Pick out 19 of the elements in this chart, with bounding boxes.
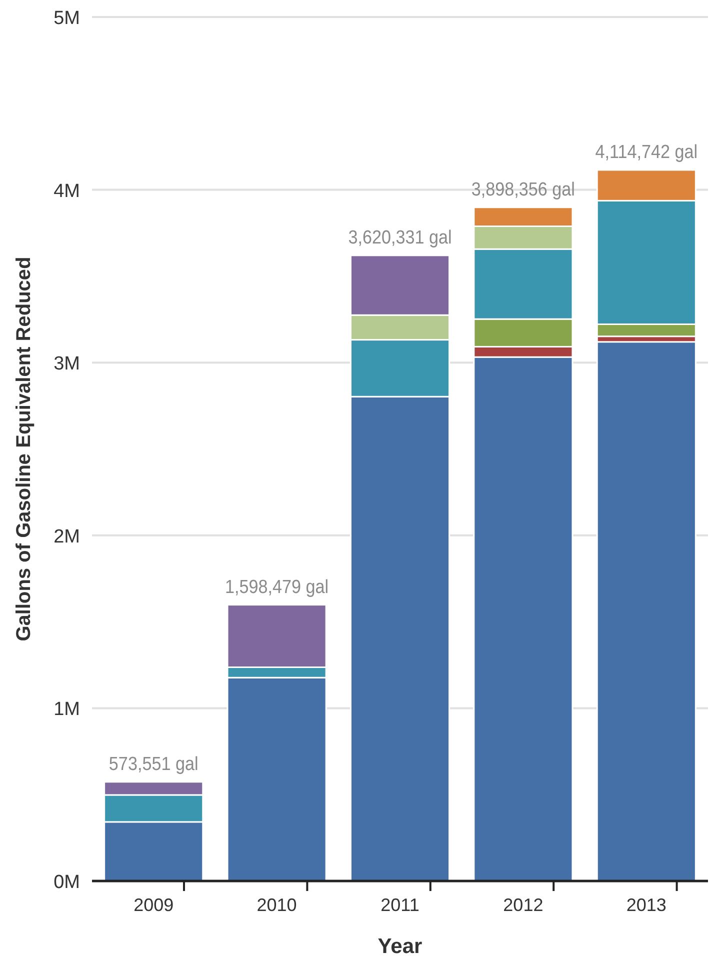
- y-tick-label: 5M: [54, 8, 80, 29]
- total-label: 1,598,479 gal: [225, 576, 329, 597]
- x-tick-label: 2011: [380, 895, 420, 915]
- x-tick-label: 2010: [256, 895, 297, 915]
- x-tick-label: 2009: [134, 895, 174, 915]
- y-tick-label: 1M: [54, 699, 80, 720]
- y-tick-label: 3M: [54, 354, 80, 375]
- y-tick-label: 0M: [54, 872, 80, 893]
- total-label: 3,898,356 gal: [471, 178, 575, 200]
- bar: [596, 341, 696, 882]
- total-label: 4,114,742 gal: [595, 141, 698, 162]
- x-tick-label: 2013: [626, 895, 666, 915]
- y-tick-label: 2M: [54, 526, 80, 548]
- x-axis-title: Year: [378, 935, 422, 958]
- y-axis-title: Gallons of Gasoline Equivalent Reduced: [13, 256, 35, 642]
- x-tick-label: 2012: [503, 895, 544, 915]
- total-label: 573,551 gal: [108, 753, 198, 774]
- total-label: 3,620,331 gal: [348, 226, 452, 248]
- y-tick-label: 4M: [54, 180, 80, 202]
